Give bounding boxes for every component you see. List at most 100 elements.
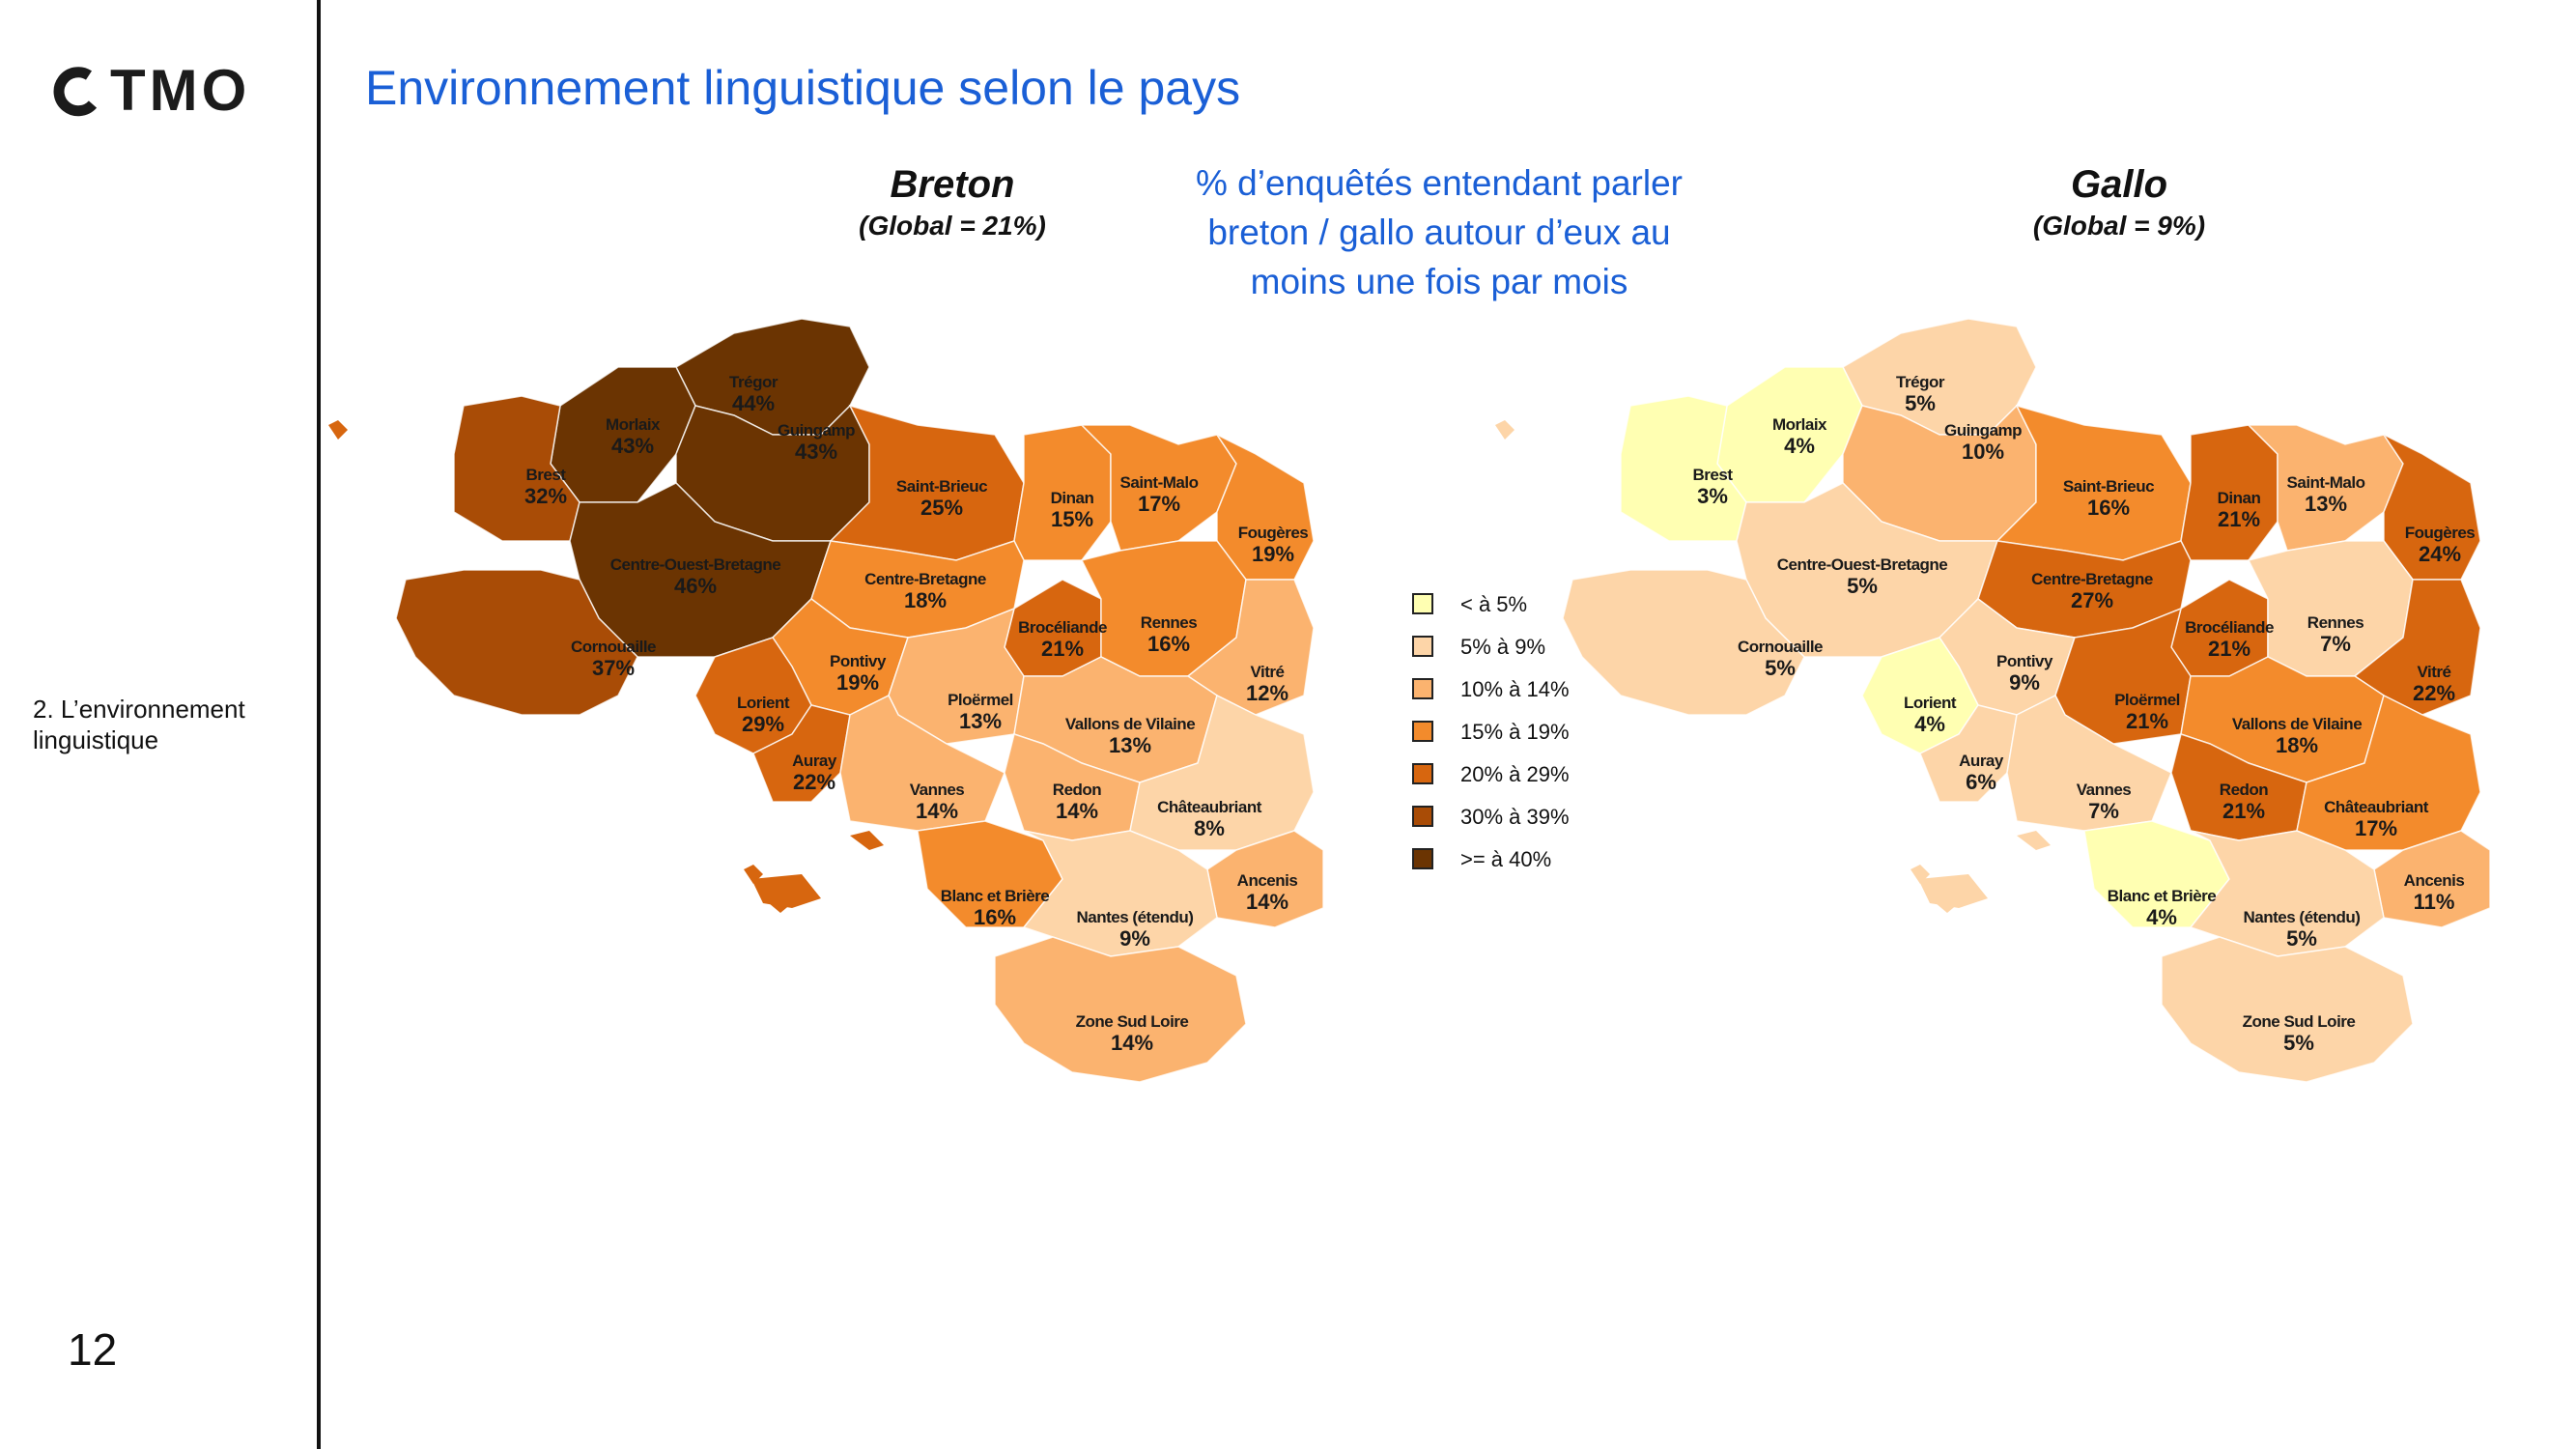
zone-value: 21% (1040, 637, 1085, 661)
zone-name: Lorient (1903, 694, 1957, 712)
island-shape (2017, 831, 2051, 850)
zone-value: 29% (741, 712, 785, 736)
zone-value: 7% (2088, 799, 2119, 823)
page-title: Environnement linguistique selon le pays (365, 61, 1241, 115)
zone-name: Centre-Bretagne (2031, 570, 2153, 588)
zone-value: 32% (524, 484, 568, 508)
zone-label: Saint-Malo 13% (2287, 473, 2365, 516)
map-global: (Global = 21%) (859, 211, 1046, 241)
island-shape (751, 874, 821, 908)
zone-value: 21% (2125, 709, 2169, 733)
zone-label: Fougères 19% (1238, 524, 1309, 566)
zone-value: 9% (1119, 926, 1150, 951)
zone-value: 43% (610, 434, 655, 458)
legend-item: 10% à 14% (1412, 676, 1644, 707)
zone-name: Rennes (2307, 613, 2364, 632)
zone-value: 25% (920, 496, 964, 520)
zone-name: Guingamp (1943, 421, 2023, 440)
zone-name: Trégor (1896, 373, 1944, 391)
zone-label: Zone Sud Loire 14% (1076, 1012, 1189, 1055)
page-number: 12 (68, 1324, 118, 1375)
zone-value: 27% (2070, 588, 2114, 612)
zone-value: 14% (1245, 890, 1289, 914)
zone-value: 17% (1137, 492, 1181, 516)
zone-cornouaille (395, 569, 638, 716)
zone-label: Dinan 21% (2218, 489, 2261, 531)
zone-name: Auray (792, 752, 836, 770)
zone-value: 8% (1194, 816, 1225, 840)
zone-name: Cornouaille (570, 638, 657, 656)
zone-name: Saint-Malo (2286, 473, 2365, 492)
zone-label: Lorient 4% (1903, 694, 1957, 736)
zone-value: 5% (1847, 574, 1878, 598)
zone-label: Vannes 14% (910, 781, 965, 823)
zone-name: Redon (2219, 781, 2269, 799)
zone-label: Rennes 7% (2307, 613, 2364, 656)
zone-label: Nantes (étendu) 9% (1077, 908, 1194, 951)
zone-name: Lorient (736, 694, 790, 712)
legend-swatch (1412, 636, 1433, 657)
zone-label: Cornouaille 5% (1738, 638, 1824, 680)
zone-value: 10% (1961, 440, 2005, 464)
zone-name: Blanc et Brière (940, 887, 1050, 905)
zone-value: 4% (1784, 434, 1815, 458)
zone-label: Pontivy 19% (830, 652, 886, 695)
zone-value: 12% (1245, 681, 1289, 705)
zone-value: 17% (2354, 816, 2398, 840)
zone-cornouaille (1562, 569, 1805, 716)
zone-label: Ploërmel 21% (2114, 691, 2180, 733)
gallo-map-title: Gallo (Global = 9%) (1926, 162, 2312, 245)
zone-label: Brocéliande 21% (2185, 618, 2274, 661)
zone-name: Vitré (2417, 663, 2451, 681)
zone-label: Saint-Brieuc 25% (895, 477, 988, 520)
zone-label: Saint-Brieuc 16% (2062, 477, 2155, 520)
zone-label: Saint-Malo 17% (1120, 473, 1199, 516)
zone-label: Fougères 24% (2405, 524, 2476, 566)
zone-name: Centre-Bretagne (864, 570, 986, 588)
legend-label: >= à 40% (1460, 847, 1552, 871)
island-shape (850, 831, 884, 850)
legend-label: < à 5% (1460, 592, 1528, 616)
zone-label: Vallons de Vilaine 13% (1064, 715, 1196, 757)
zone-label: Guingamp 10% (1943, 421, 2023, 464)
legend-swatch (1412, 848, 1433, 869)
zone-value: 21% (2207, 637, 2251, 661)
zone-value: 5% (1765, 656, 1796, 680)
legend-swatch (1412, 678, 1433, 699)
zone-value: 6% (1966, 770, 1996, 794)
zone-value: 13% (958, 709, 1003, 733)
left-rail: TMO 2. L’environnement linguistique 12 (0, 0, 319, 1449)
island-shape (328, 420, 348, 440)
zone-label: Zone Sud Loire 5% (2243, 1012, 2356, 1055)
zone-label: Châteaubriant 8% (1157, 798, 1261, 840)
zone-label: Auray 22% (792, 752, 836, 794)
zone-name: Saint-Brieuc (2062, 477, 2155, 496)
zone-name: Blanc et Brière (2107, 887, 2217, 905)
zone-value: 18% (903, 588, 948, 612)
zone-name: Auray (1959, 752, 2003, 770)
zone-label: Ploërmel 13% (948, 691, 1013, 733)
zone-label: Cornouaille 37% (570, 638, 657, 680)
legend-item: 15% à 19% (1412, 719, 1644, 750)
zone-name: Brocéliande (1018, 618, 1107, 637)
zone-label: Redon 21% (2219, 781, 2269, 823)
zone-value: 37% (591, 656, 636, 680)
zone-label: Vannes 7% (2077, 781, 2132, 823)
zone-name: Saint-Brieuc (895, 477, 988, 496)
zone-value: 3% (1697, 484, 1728, 508)
zone-name: Fougères (1237, 524, 1309, 542)
zone-value: 44% (731, 391, 776, 415)
zone-name: Brest (525, 466, 566, 484)
zone-label: Brocéliande 21% (1018, 618, 1107, 661)
zone-value: 22% (792, 770, 836, 794)
zone-name: Centre-Ouest-Bretagne (609, 555, 781, 574)
zone-value: 16% (973, 905, 1017, 929)
zone-name: Vallons de Vilaine (1064, 715, 1196, 733)
zone-value: 21% (2222, 799, 2266, 823)
subtitle-line: breton / gallo autour d’eux au (1207, 213, 1671, 252)
zone-label: Morlaix 43% (606, 415, 661, 458)
zone-label: Morlaix 4% (1772, 415, 1827, 458)
zone-name: Ancenis (2403, 871, 2465, 890)
zone-label: Blanc et Brière 16% (941, 887, 1050, 929)
